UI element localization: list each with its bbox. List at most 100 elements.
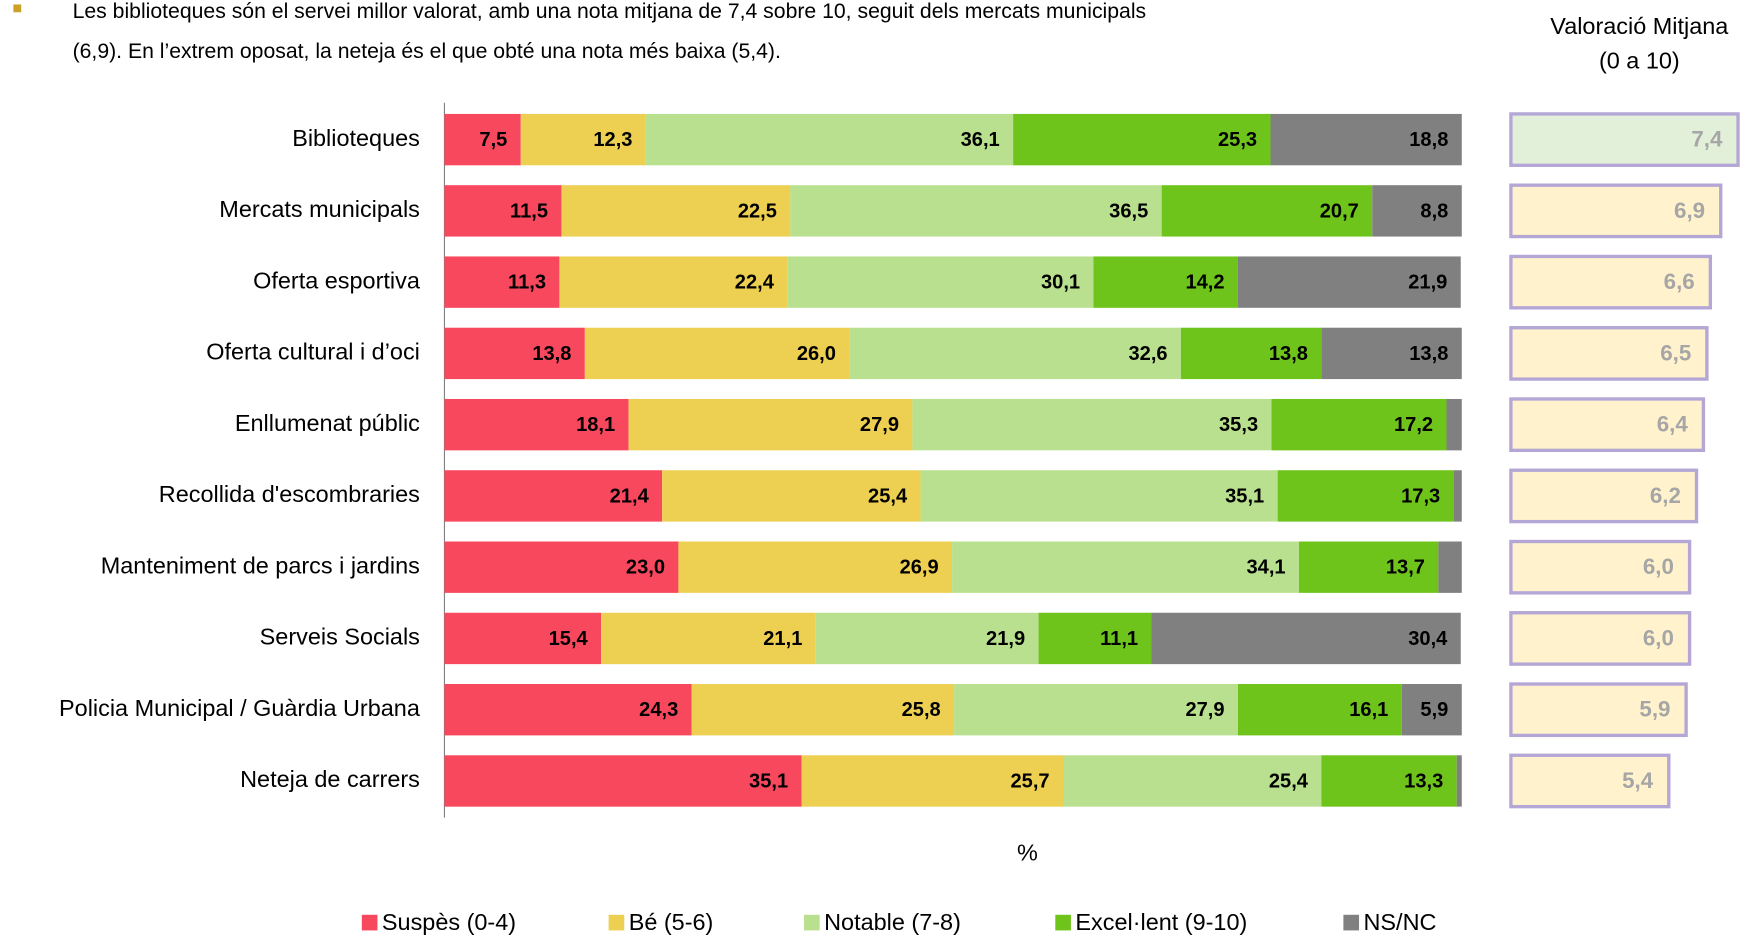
bullet <box>13 4 22 13</box>
bar-segment <box>815 612 1039 665</box>
data-label: 22,4 <box>735 272 775 294</box>
data-label: 11,1 <box>1100 628 1138 650</box>
paragraph-line: Les biblioteques són el servei millor va… <box>73 0 1147 23</box>
bar-segment <box>662 470 921 522</box>
bar-segment <box>1401 684 1462 736</box>
bar-segment <box>912 398 1272 451</box>
data-label: 26,9 <box>900 557 939 579</box>
bar-segment <box>601 612 816 665</box>
legend-label: NS/NC <box>1364 909 1437 935</box>
legend-swatch <box>804 914 820 931</box>
data-label: 25,7 <box>1010 770 1049 792</box>
rating-box <box>1509 183 1723 239</box>
data-label: 25,8 <box>902 699 941 721</box>
data-label: 26,0 <box>797 343 836 365</box>
rating-box <box>1509 468 1699 524</box>
rating-label: 5,4 <box>1622 768 1654 793</box>
paragraph-line: (6,9). En l’extrem oposat, la neteja és … <box>73 40 781 63</box>
data-label: 25,3 <box>1218 129 1257 151</box>
data-label: 18,1 <box>576 414 615 436</box>
bar-segment <box>561 185 791 237</box>
rating-label: 6,6 <box>1664 269 1695 294</box>
bar-segment <box>1438 541 1462 593</box>
rating-box <box>1509 326 1709 381</box>
rating-box <box>1509 112 1740 167</box>
legend-label: Excel·lent (9-10) <box>1075 909 1247 935</box>
data-label: 21,1 <box>763 628 802 650</box>
rating-label: 6,5 <box>1660 340 1691 365</box>
bar-segment <box>1270 113 1462 166</box>
category-label: Biblioteques <box>292 125 420 151</box>
category-label: Manteniment de parcs i jardins <box>101 552 420 578</box>
rating-title: (0 a 10) <box>1599 48 1680 74</box>
category-label: Oferta cultural i d’oci <box>206 339 420 365</box>
data-label: 27,9 <box>1185 699 1224 721</box>
bar-segment <box>1180 327 1322 380</box>
bar-segment <box>1321 327 1462 380</box>
bar-segment <box>801 755 1063 807</box>
bar-segment <box>790 185 1162 237</box>
legend-label: Notable (7-8) <box>824 909 961 935</box>
bar-segment <box>1299 541 1439 593</box>
data-label: 13,3 <box>1404 770 1443 792</box>
data-label: 35,1 <box>1225 485 1264 507</box>
bar-segment <box>678 541 953 593</box>
bar-segment <box>1093 256 1238 308</box>
legend-label: Bé (5-6) <box>629 909 714 935</box>
data-label: 18,8 <box>1409 129 1448 151</box>
bar-segment <box>787 256 1094 308</box>
bar-segment <box>444 612 602 665</box>
bar-segment <box>920 470 1278 522</box>
data-label: 12,3 <box>593 129 632 151</box>
bar-segment <box>1456 755 1462 807</box>
bar-segment <box>1237 684 1402 736</box>
bar-segment <box>954 684 1238 736</box>
bar-segment <box>1271 398 1447 451</box>
bar-segment <box>1062 755 1322 807</box>
bar-segment <box>1372 185 1462 237</box>
data-label: 36,1 <box>961 129 1000 151</box>
category-label: Neteja de carrers <box>240 766 420 792</box>
bar-segment <box>444 398 629 451</box>
bar-segment <box>520 113 646 166</box>
data-label: 17,2 <box>1394 414 1433 436</box>
bar-segment <box>444 470 663 522</box>
rating-label: 5,9 <box>1639 697 1670 722</box>
bar-segment <box>444 684 692 736</box>
data-label: 11,5 <box>510 200 548 222</box>
data-label: 15,4 <box>549 628 589 650</box>
rating-label: 6,9 <box>1674 198 1705 223</box>
data-label: 13,8 <box>1269 343 1308 365</box>
legend-swatch <box>608 914 625 931</box>
data-label: 30,4 <box>1408 628 1448 650</box>
category-label: Recollida d'escombraries <box>159 481 420 507</box>
bar-segment <box>1446 398 1462 451</box>
data-label: 13,8 <box>1409 343 1448 365</box>
rating-box <box>1509 753 1671 809</box>
data-label: 17,3 <box>1401 485 1440 507</box>
data-label: 21,4 <box>610 485 650 507</box>
data-label: 14,2 <box>1185 272 1224 294</box>
bar-segment <box>559 256 788 308</box>
data-label: 23,0 <box>626 557 665 579</box>
rating-label: 6,4 <box>1657 412 1689 437</box>
rating-box <box>1509 539 1692 595</box>
data-label: 7,5 <box>479 129 507 151</box>
category-label: Mercats municipals <box>219 196 420 222</box>
bar-segment <box>1151 612 1461 665</box>
rating-box <box>1509 397 1706 453</box>
bar-segment <box>645 113 1014 166</box>
rating-box <box>1509 611 1692 666</box>
bar-segment <box>444 327 585 380</box>
bar-segment <box>1161 185 1373 237</box>
data-label: 25,4 <box>868 485 908 507</box>
data-label: 24,3 <box>639 699 678 721</box>
bar-segment <box>691 684 955 736</box>
category-label: Enllumenat públic <box>235 410 420 436</box>
data-label: 35,1 <box>749 770 788 792</box>
bar-segment <box>1453 470 1462 522</box>
bar-segment <box>444 185 562 237</box>
data-label: 27,9 <box>860 414 899 436</box>
legend-swatch <box>361 914 378 931</box>
